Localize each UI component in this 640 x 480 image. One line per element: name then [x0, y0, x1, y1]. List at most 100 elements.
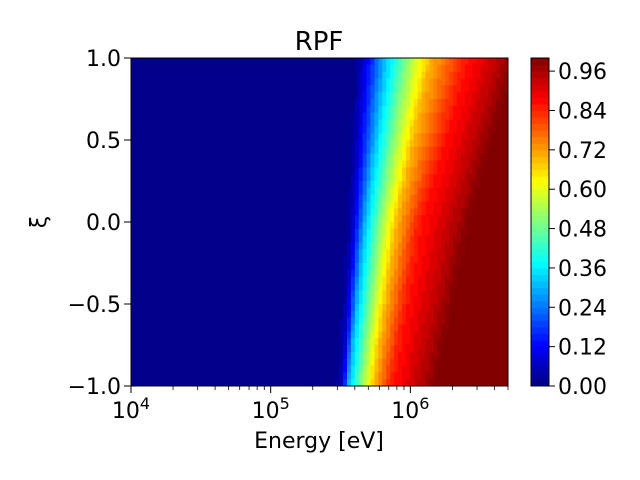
heatmap-cell: [284, 276, 289, 285]
heatmap-cell: [162, 167, 167, 175]
heatmap-cell: [295, 119, 301, 127]
heatmap-cell: [390, 85, 395, 93]
heatmap-cell: [460, 194, 466, 203]
heatmap-cell: [472, 283, 478, 291]
heatmap-cell: [217, 92, 222, 100]
heatmap-cell: [307, 283, 313, 291]
heatmap-cell: [437, 187, 442, 196]
heatmap-cell: [323, 78, 328, 86]
heatmap-cell: [229, 379, 234, 386]
heatmap-cell: [158, 78, 164, 86]
heatmap-cell: [225, 187, 230, 196]
heatmap-cell: [311, 379, 317, 386]
heatmap-cell: [401, 338, 407, 346]
heatmap-cell: [315, 78, 321, 86]
heatmap-cell: [201, 249, 207, 257]
heatmap-cell: [256, 187, 262, 196]
heatmap-cell: [315, 153, 321, 162]
heatmap-cell: [146, 174, 152, 182]
heatmap-cell: [405, 92, 411, 100]
heatmap-cell: [492, 324, 497, 332]
heatmap-cell: [327, 160, 332, 168]
heatmap-cell: [189, 228, 195, 237]
heatmap-cell: [417, 146, 423, 155]
heatmap-cell: [339, 119, 344, 127]
heatmap-cell: [178, 126, 183, 134]
heatmap-cell: [370, 58, 376, 66]
heatmap-cell: [221, 105, 226, 114]
heatmap-cell: [394, 256, 399, 264]
heatmap-cell: [205, 174, 211, 182]
heatmap-cell: [142, 92, 148, 100]
heatmap-cell: [162, 181, 167, 189]
heatmap-cell: [213, 310, 218, 319]
heatmap-cell: [453, 215, 458, 223]
heatmap-cell: [327, 133, 332, 141]
heatmap-cell: [417, 181, 423, 189]
heatmap-cell: [421, 167, 427, 175]
heatmap-cell: [484, 194, 489, 203]
heatmap-cell: [464, 269, 470, 278]
heatmap-cell: [441, 112, 446, 121]
heatmap-cell: [248, 379, 254, 386]
heatmap-cell: [268, 119, 273, 127]
heatmap-cell: [315, 92, 321, 100]
heatmap-cell: [339, 146, 344, 155]
heatmap-cell: [244, 249, 250, 257]
heatmap-cell: [460, 174, 466, 182]
heatmap-cell: [382, 379, 387, 386]
heatmap-cell: [150, 140, 156, 148]
heatmap-cell: [138, 133, 144, 141]
heatmap-cell: [197, 242, 203, 250]
heatmap-cell: [346, 71, 352, 80]
heatmap-cell: [166, 317, 171, 326]
heatmap-cell: [256, 105, 262, 114]
heatmap-cell: [307, 297, 313, 305]
heatmap-cell: [421, 283, 427, 291]
heatmap-cell: [280, 269, 285, 278]
heatmap-cell: [366, 194, 372, 203]
heatmap-cell: [378, 358, 383, 367]
heatmap-cell: [449, 263, 454, 271]
heatmap-cell: [421, 140, 427, 148]
heatmap-cell: [362, 269, 368, 278]
heatmap-cell: [146, 64, 152, 73]
heatmap-cell: [185, 317, 191, 326]
heatmap-cell: [182, 85, 187, 93]
heatmap-cell: [500, 92, 505, 100]
heatmap-cell: [174, 358, 179, 367]
heatmap-cell: [315, 228, 321, 237]
heatmap-cell: [445, 133, 450, 141]
heatmap-cell: [468, 194, 474, 203]
heatmap-cell: [280, 99, 285, 107]
heatmap-cell: [456, 126, 462, 134]
heatmap-cell: [142, 167, 148, 175]
heatmap-cell: [193, 379, 199, 386]
heatmap-cell: [370, 345, 376, 353]
heatmap-cell: [221, 181, 226, 189]
heatmap-cell: [354, 256, 360, 264]
heatmap-cell: [335, 235, 340, 244]
heatmap-cell: [229, 146, 234, 155]
heatmap-cell: [362, 338, 368, 346]
heatmap-cell: [386, 249, 391, 257]
heatmap-cell: [476, 379, 482, 386]
heatmap-cell: [378, 194, 383, 203]
heatmap-cell: [225, 201, 230, 209]
heatmap-cell: [229, 126, 234, 134]
heatmap-cell: [464, 146, 470, 155]
heatmap-cell: [150, 174, 156, 182]
heatmap-cell: [464, 276, 470, 285]
heatmap-cell: [468, 379, 474, 386]
heatmap-cell: [460, 160, 466, 168]
heatmap-cell: [398, 146, 403, 155]
heatmap-cell: [343, 228, 348, 237]
heatmap-cell: [441, 297, 446, 305]
heatmap-cell: [401, 140, 407, 148]
heatmap-cell: [476, 351, 482, 360]
heatmap-cell: [350, 78, 356, 86]
heatmap-cell: [134, 208, 140, 216]
heatmap-cell: [185, 99, 191, 107]
heatmap-cell: [437, 331, 442, 339]
heatmap-cell: [217, 105, 222, 114]
